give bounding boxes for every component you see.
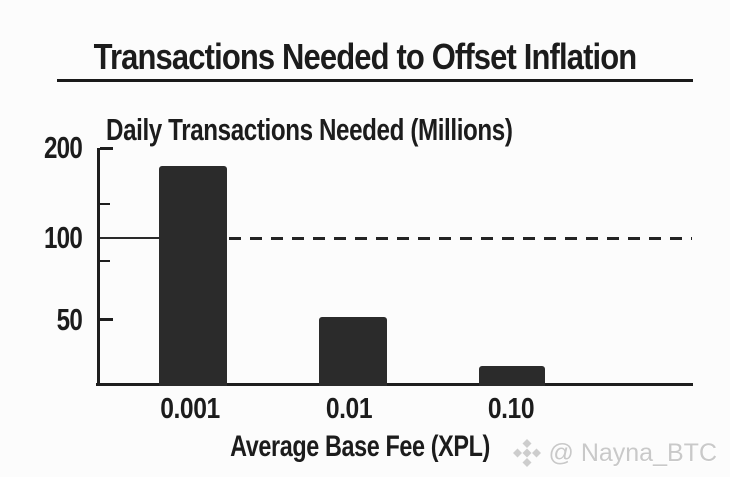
binance-diamond-icon bbox=[512, 439, 541, 467]
y-axis-line bbox=[97, 148, 100, 386]
reference-line-dashed bbox=[229, 236, 692, 240]
y-tick-minor-lower bbox=[100, 260, 110, 262]
x-axis-line bbox=[96, 383, 693, 386]
chart-subtitle: Daily Transactions Needed (Millions) bbox=[106, 112, 513, 147]
page-title: Transactions Needed to Offset Inflation bbox=[93, 36, 638, 77]
bar-fee-0.01 bbox=[319, 316, 387, 386]
x-tick-label-0.001: 0.001 bbox=[160, 393, 220, 425]
y-tick-label-50: 50 bbox=[56, 302, 83, 337]
title-underline bbox=[57, 79, 693, 82]
y-tick-label-100: 100 bbox=[43, 220, 83, 255]
y-tick-50 bbox=[100, 318, 113, 321]
x-axis-title: Average Base Fee (XPL) bbox=[230, 430, 490, 463]
watermark-text: @ Nayna_BTC bbox=[548, 438, 718, 467]
watermark: @ Nayna_BTC bbox=[512, 438, 718, 468]
x-tick-label-0.10: 0.10 bbox=[487, 393, 535, 425]
bar-fee-0.001 bbox=[159, 166, 227, 386]
bar-fee-0.10 bbox=[479, 366, 545, 386]
y-tick-minor-upper bbox=[100, 203, 110, 205]
reference-line-solid-segment bbox=[100, 237, 159, 239]
y-tick-label-200: 200 bbox=[43, 130, 83, 165]
y-tick-200 bbox=[100, 147, 113, 150]
x-tick-label-0.01: 0.01 bbox=[325, 393, 373, 425]
